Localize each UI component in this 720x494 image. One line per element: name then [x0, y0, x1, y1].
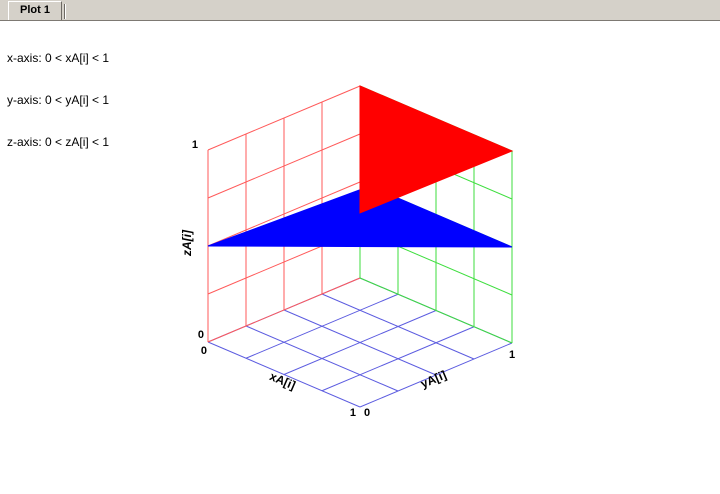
left-wall-grid-line: [207, 181, 361, 247]
y-axis-label: yA[i]: [418, 368, 448, 391]
axis-info-block: x-axis: 0 < xA[i] < 1 y-axis: 0 < yA[i] …: [7, 23, 109, 163]
floor-grid-line: [321, 326, 475, 392]
blue-triangle: [207, 185, 513, 248]
z-axis-range-text: z-axis: 0 < zA[i] < 1: [7, 135, 110, 149]
z-tick-label: 1: [192, 139, 198, 151]
floor-grid-line: [359, 342, 513, 408]
x-axis-range-text: x-axis: 0 < xA[i] < 1: [7, 51, 110, 65]
floor-grid-line: [283, 309, 437, 376]
tab-plot-1[interactable]: Plot 1: [8, 1, 62, 20]
y-axis-range-text: y-axis: 0 < yA[i] < 1: [7, 93, 110, 107]
tab-bar: Plot 1: [0, 0, 720, 21]
z-axis-label: zA[i]: [180, 229, 194, 257]
left-wall-grid-line: [207, 133, 361, 199]
floor-grid-line: [321, 293, 475, 360]
left-wall-grid-line: [207, 85, 361, 151]
tab-separator: [63, 4, 66, 19]
y-tick-label: 0: [364, 407, 370, 419]
x-tick-label: 1: [350, 407, 356, 419]
red-triangle: [359, 85, 514, 214]
z-tick-label: 0: [198, 329, 204, 341]
x-tick-label: 0: [201, 345, 207, 357]
x-axis-label: xA[i]: [268, 369, 298, 392]
y-tick-label: 1: [509, 349, 515, 361]
